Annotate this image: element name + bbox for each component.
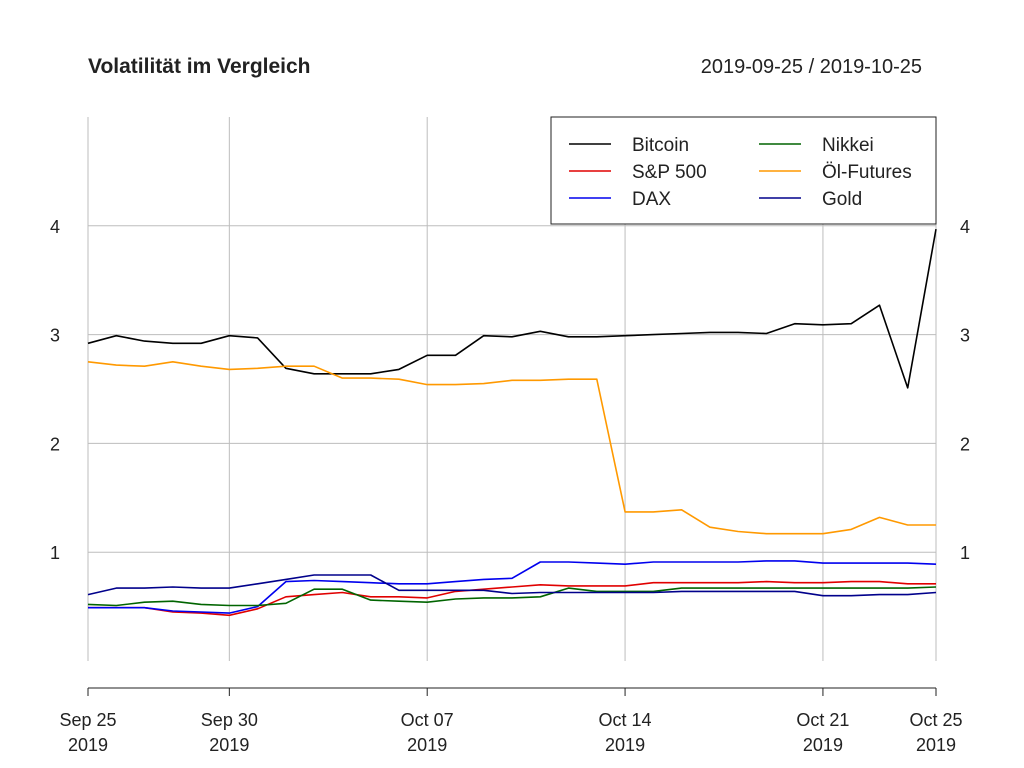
x-tick-label: Oct 14: [599, 710, 652, 730]
series-line-gold: [87, 574, 937, 597]
y-tick-label-right: 4: [960, 217, 970, 237]
y-tick-label-left: 4: [50, 217, 60, 237]
x-tick-label: 2019: [209, 735, 249, 755]
legend-label: S&P 500: [632, 162, 707, 183]
x-tick-label: Oct 07: [401, 710, 454, 730]
x-tick-label: 2019: [605, 735, 645, 755]
x-tick-label: Oct 21: [796, 710, 849, 730]
y-tick-label-left: 2: [50, 434, 60, 454]
date-range-label: 2019-09-25 / 2019-10-25: [700, 56, 922, 78]
series-line-nikkei: [87, 586, 937, 607]
axes: 1 1 2 2 3 3 4 4 Sep 25 2019 Sep 30 2019 Oct 07 2019 Oc…: [50, 217, 970, 755]
y-tick-label-left: 1: [50, 543, 60, 563]
legend-box: [550, 116, 937, 225]
legend: Bitcoin S&P 500 DAX Nikkei Öl-Futures Gold: [550, 116, 937, 225]
x-tick-label: 2019: [916, 735, 956, 755]
chart-title: Volatilität im Vergleich: [88, 55, 311, 78]
x-tick-label: Sep 25: [59, 710, 116, 730]
legend-label: DAX: [632, 189, 671, 210]
series-line-bitcoin: [87, 228, 937, 389]
x-tick-label: 2019: [407, 735, 447, 755]
legend-label: Bitcoin: [632, 135, 689, 156]
series-line--l-futures: [87, 360, 936, 535]
series-line-dax: [88, 560, 937, 614]
x-tick-label: Oct 25: [909, 710, 962, 730]
x-tick-label: Sep 30: [201, 710, 258, 730]
x-tick-label: 2019: [68, 735, 108, 755]
y-tick-label-left: 3: [50, 326, 60, 346]
series-line-s-p-500: [88, 580, 936, 617]
legend-label: Öl-Futures: [822, 162, 912, 183]
series-lines: [87, 228, 937, 617]
legend-label: Gold: [822, 189, 862, 210]
y-tick-label-right: 3: [960, 326, 970, 346]
y-tick-label-right: 2: [960, 434, 970, 454]
y-tick-label-right: 1: [960, 543, 970, 563]
legend-label: Nikkei: [822, 135, 874, 156]
x-tick-label: 2019: [803, 735, 843, 755]
